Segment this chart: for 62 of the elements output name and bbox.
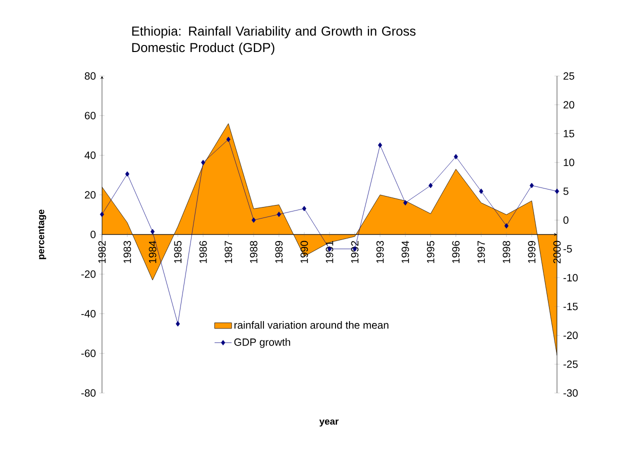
y2-tick-label: 10 [564,158,574,166]
point [403,200,408,206]
y2-tick-label: 25 [564,72,574,80]
x-tick-label: 1985 [174,240,182,263]
y2-tick-label: -20 [563,332,578,340]
x-tick-label: 1987 [224,241,232,263]
point [150,228,155,234]
point [252,217,256,223]
x-tick-label: 1996 [452,240,460,263]
y-tick-label: 80 [84,72,96,80]
y2-tick-label: 5 [563,188,568,195]
y-axis-title: percentage [38,210,46,260]
point [554,188,560,194]
x-tick-label: 1988 [250,240,258,263]
point [454,154,458,160]
x-tick-label: 2000 [553,240,561,264]
y2-tick-label: -15 [563,302,578,310]
y-tick-label: -20 [81,270,96,278]
y2-tick-label: -5 [563,245,572,253]
y2-tick-label: -10 [563,274,578,282]
x-tick-label: 1997 [477,241,485,263]
y2-tick-label: -25 [563,360,578,368]
x-tick-label: 1983 [124,240,131,263]
y2-tick-label: 20 [564,101,574,109]
point [479,188,484,194]
point [226,136,230,142]
point [378,142,382,148]
legend-label: rainfall variation around the mean [234,321,388,329]
point [276,212,282,218]
y-tick-label: 20 [84,191,96,199]
chart-title: Ethiopia: Rainfall Variability and Growth in Gross Domestic Product (GDP) [132,26,416,55]
point [100,212,104,218]
point [428,182,433,188]
x-tick-label: 1995 [426,240,434,263]
x-tick-label: 1984 [148,240,156,263]
point [302,206,306,212]
y-tick-label: -40 [81,310,96,318]
x-tick-label: 1989 [275,241,283,263]
y-tick-label: -60 [81,350,96,358]
x-axis-title: year [319,419,339,427]
y2-tick-label: 0 [563,216,568,224]
x-tick-label: 1986 [199,240,207,263]
y2-tick-label: -30 [563,389,578,397]
x-tick-label: 1990 [300,240,308,263]
y-tick-label: 0 [90,230,96,238]
y2-tick-label: 15 [564,130,574,138]
point [201,160,206,166]
x-tick-label: 1992 [351,241,358,263]
point [504,223,509,229]
x-tick-label: 1999 [528,241,536,263]
point [125,171,130,177]
legend-label: GDP growth [234,338,290,348]
x-tick-label: 1982 [98,241,106,263]
y-tick-label: -80 [81,389,96,397]
y-tick-label: 40 [84,152,96,159]
y-tick-label: 60 [84,112,96,120]
x-tick-label: 1991 [326,241,334,263]
x-tick-label: 1993 [376,240,384,263]
point [530,182,534,188]
x-tick-label: 1994 [402,240,410,263]
point [176,321,180,327]
x-tick-label: 1998 [502,240,510,263]
